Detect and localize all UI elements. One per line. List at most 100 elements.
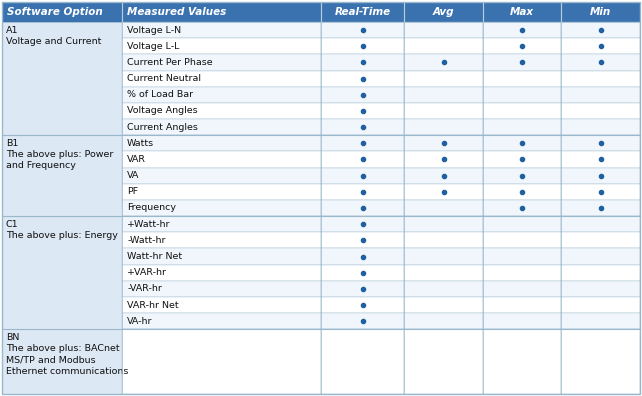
Bar: [404, 135, 483, 151]
Bar: [122, 119, 321, 135]
Bar: [404, 2, 483, 22]
Bar: [483, 168, 562, 184]
Text: Voltage L-L: Voltage L-L: [127, 42, 180, 51]
Bar: [483, 2, 562, 22]
Bar: [562, 103, 640, 119]
Bar: [562, 281, 640, 297]
Text: A1
Voltage and Current: A1 Voltage and Current: [6, 26, 101, 46]
Bar: [483, 87, 562, 103]
Bar: [483, 54, 562, 70]
Bar: [122, 22, 321, 38]
Bar: [122, 38, 321, 54]
Text: VA-hr: VA-hr: [127, 317, 153, 326]
Bar: [483, 297, 562, 313]
Bar: [562, 22, 640, 38]
Bar: [404, 265, 483, 281]
Bar: [404, 70, 483, 87]
Text: Frequency: Frequency: [127, 204, 176, 213]
Bar: [404, 200, 483, 216]
Bar: [321, 135, 404, 151]
Bar: [483, 329, 562, 394]
Bar: [404, 168, 483, 184]
Bar: [483, 22, 562, 38]
Bar: [122, 184, 321, 200]
Bar: [562, 216, 640, 232]
Text: % of Load Bar: % of Load Bar: [127, 90, 193, 99]
Text: B1
The above plus: Power
and Frequency: B1 The above plus: Power and Frequency: [6, 139, 114, 170]
Bar: [122, 70, 321, 87]
Bar: [321, 200, 404, 216]
Bar: [404, 313, 483, 329]
Bar: [562, 329, 640, 394]
Bar: [483, 200, 562, 216]
Bar: [321, 248, 404, 265]
Bar: [321, 70, 404, 87]
Bar: [321, 297, 404, 313]
Bar: [562, 2, 640, 22]
Bar: [321, 265, 404, 281]
Bar: [562, 184, 640, 200]
Text: VA: VA: [127, 171, 139, 180]
Bar: [483, 70, 562, 87]
Bar: [122, 232, 321, 248]
Text: -Watt-hr: -Watt-hr: [127, 236, 166, 245]
Bar: [2, 135, 122, 216]
Bar: [483, 184, 562, 200]
Bar: [483, 119, 562, 135]
Bar: [321, 151, 404, 168]
Bar: [562, 313, 640, 329]
Text: PF: PF: [127, 187, 138, 196]
Bar: [122, 151, 321, 168]
Bar: [321, 184, 404, 200]
Bar: [122, 313, 321, 329]
Bar: [321, 216, 404, 232]
Bar: [321, 2, 404, 22]
Bar: [404, 119, 483, 135]
Bar: [404, 248, 483, 265]
Bar: [483, 313, 562, 329]
Bar: [562, 297, 640, 313]
Bar: [321, 168, 404, 184]
Bar: [122, 54, 321, 70]
Text: Min: Min: [590, 7, 611, 17]
Bar: [562, 248, 640, 265]
Text: -VAR-hr: -VAR-hr: [127, 284, 162, 293]
Bar: [404, 103, 483, 119]
Bar: [321, 103, 404, 119]
Text: Current Neutral: Current Neutral: [127, 74, 201, 83]
Bar: [404, 184, 483, 200]
Text: Current Per Phase: Current Per Phase: [127, 58, 213, 67]
Bar: [483, 103, 562, 119]
Bar: [562, 168, 640, 184]
Text: +VAR-hr: +VAR-hr: [127, 268, 167, 277]
Bar: [122, 135, 321, 151]
Bar: [562, 151, 640, 168]
Bar: [122, 248, 321, 265]
Bar: [562, 119, 640, 135]
Bar: [404, 329, 483, 394]
Bar: [321, 281, 404, 297]
Text: BN
The above plus: BACnet
MS/TP and Modbus
Ethernet communications: BN The above plus: BACnet MS/TP and Modb…: [6, 333, 128, 375]
Bar: [2, 329, 122, 394]
Text: Voltage Angles: Voltage Angles: [127, 107, 198, 116]
Bar: [483, 135, 562, 151]
Bar: [562, 87, 640, 103]
Text: Current Angles: Current Angles: [127, 123, 198, 131]
Bar: [122, 168, 321, 184]
Text: VAR-hr Net: VAR-hr Net: [127, 301, 178, 310]
Bar: [2, 216, 122, 329]
Bar: [404, 297, 483, 313]
Text: +Watt-hr: +Watt-hr: [127, 220, 171, 228]
Bar: [483, 265, 562, 281]
Text: Watt-hr Net: Watt-hr Net: [127, 252, 182, 261]
Text: Real-Time: Real-Time: [334, 7, 391, 17]
Text: Software Option: Software Option: [7, 7, 103, 17]
Bar: [321, 313, 404, 329]
Text: Max: Max: [510, 7, 534, 17]
Bar: [562, 70, 640, 87]
Bar: [562, 200, 640, 216]
Bar: [483, 151, 562, 168]
Bar: [562, 135, 640, 151]
Bar: [321, 232, 404, 248]
Bar: [122, 281, 321, 297]
